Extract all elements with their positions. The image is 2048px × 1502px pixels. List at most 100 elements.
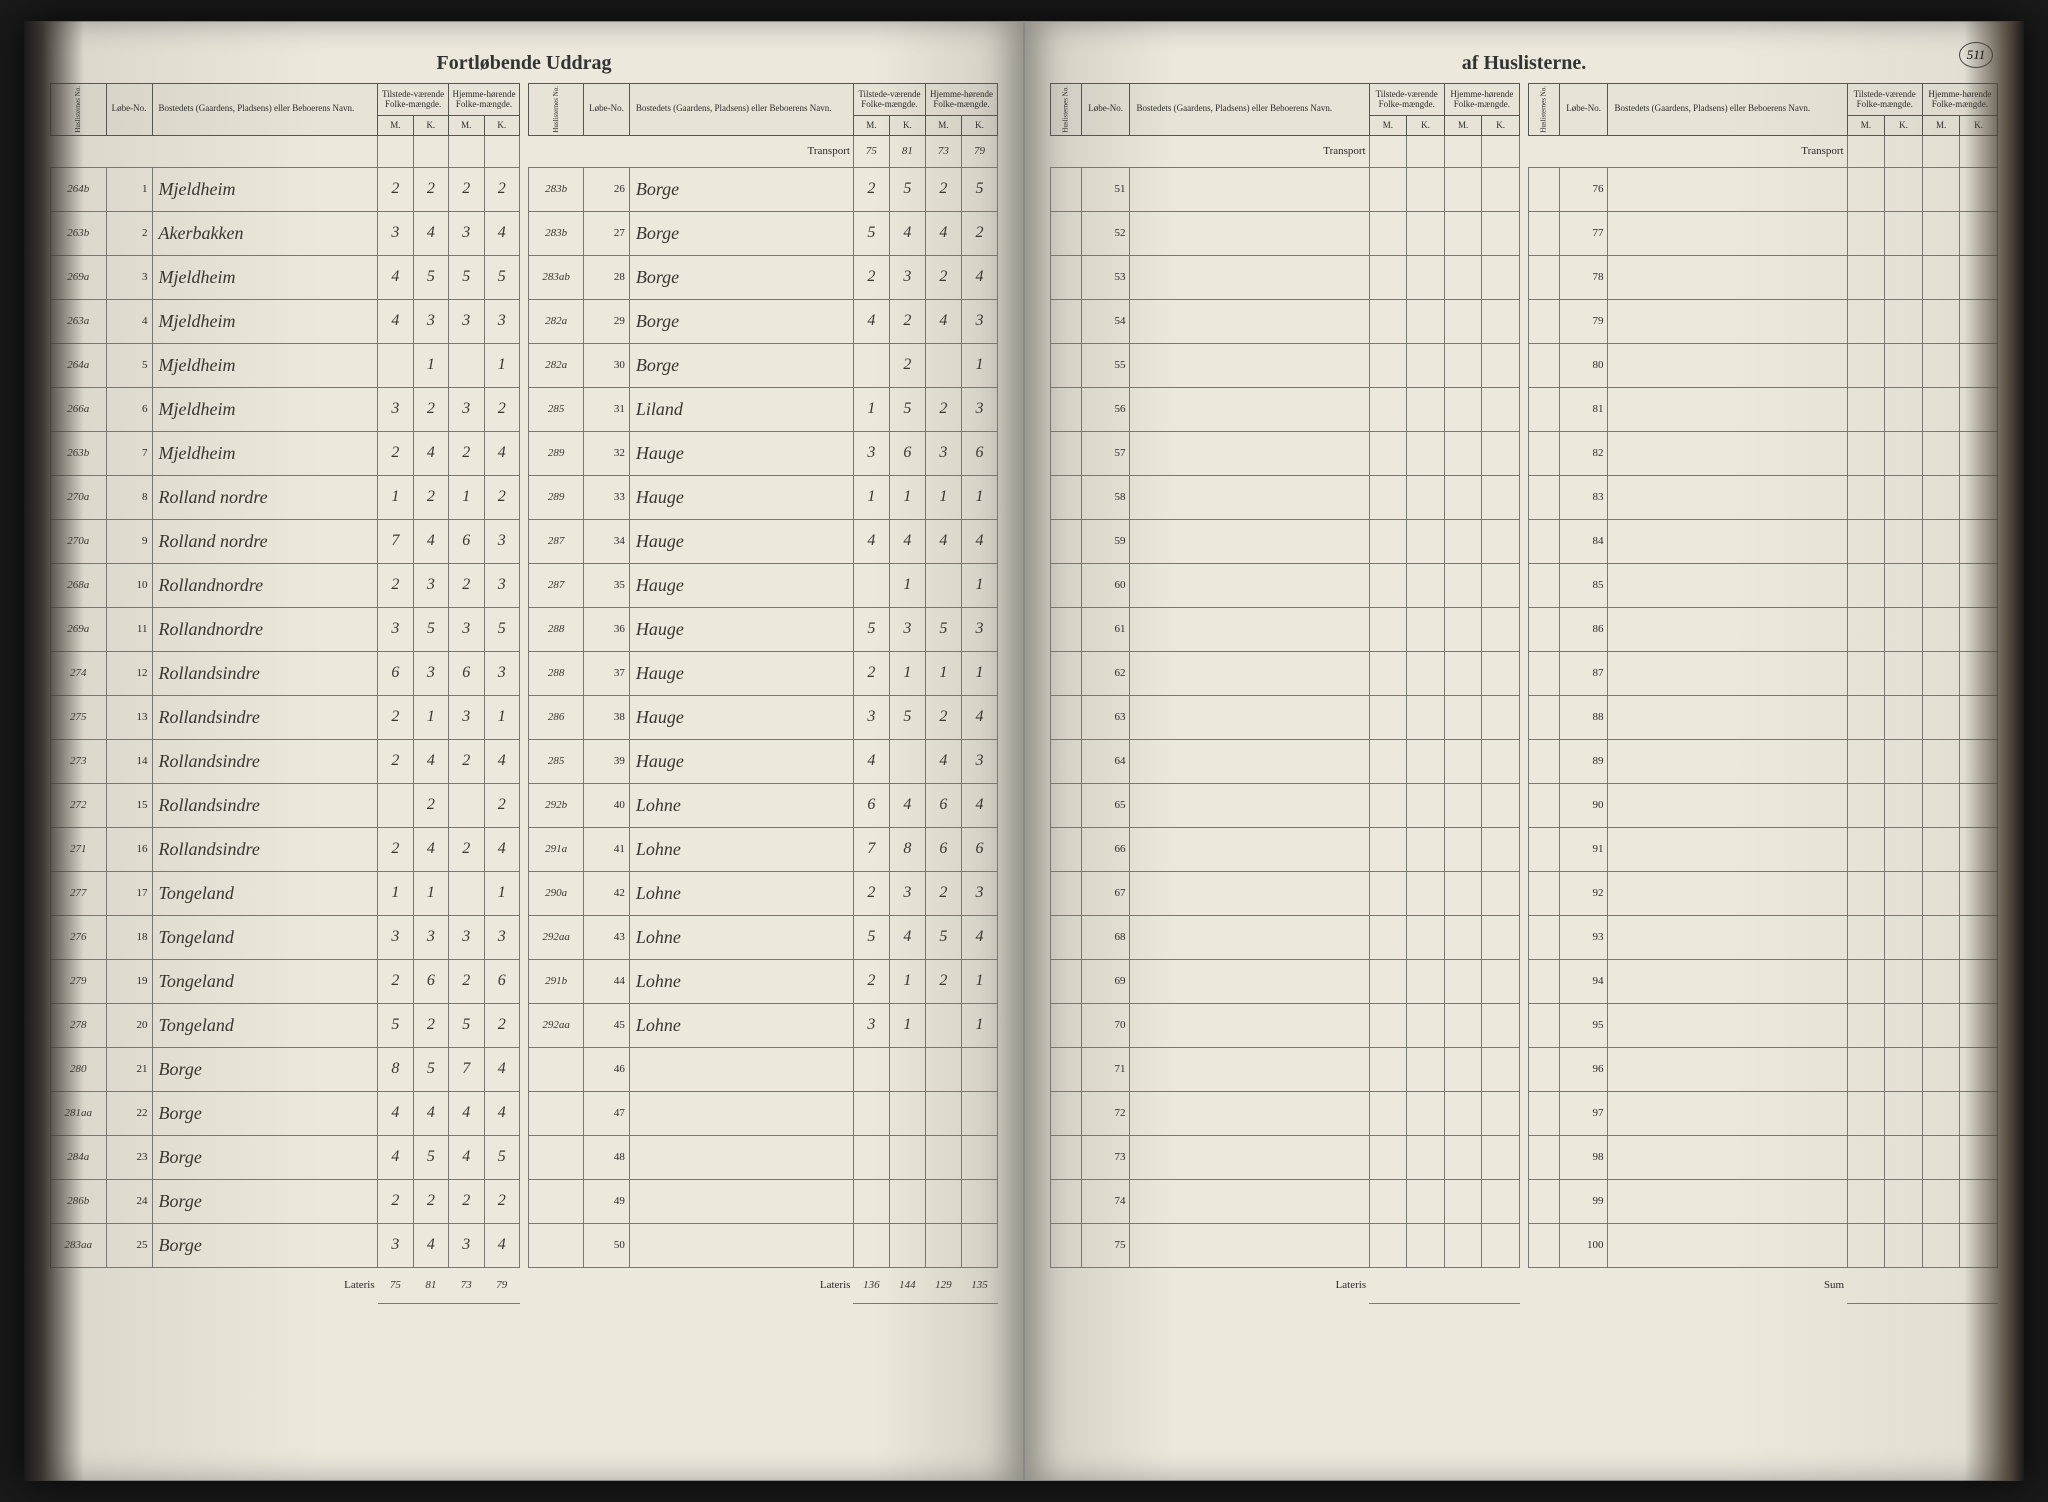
cell-m1: 6 [378,651,413,695]
cell-name [1130,871,1369,915]
cell-k2: 4 [961,519,997,563]
transport-row: Transport [1051,135,1520,167]
cell-m1 [1847,431,1885,475]
cell-m1: 3 [378,1223,413,1267]
transport-val: 75 [853,135,889,167]
cell-k2: 4 [484,1223,520,1267]
cell-hus [529,1179,584,1223]
cell-lobe: 39 [584,739,630,783]
cell-m2 [1444,1003,1482,1047]
ledger-row: 66 [1051,827,1520,871]
cell-hus: 287 [529,563,584,607]
cell-k1 [1885,563,1923,607]
cell-k2: 1 [484,695,520,739]
cell-lobe: 73 [1081,1135,1130,1179]
lateris-label: Lateris [1130,1267,1369,1303]
cell-k1 [1407,343,1445,387]
ledger-row: 63 [1051,695,1520,739]
cell-lobe: 42 [584,871,630,915]
cell-name: Tongeland [152,959,378,1003]
ledger-row: 93 [1529,915,1998,959]
ledger-row: 80 [1529,343,1998,387]
cell-m2: 4 [449,1091,484,1135]
cell-lobe: 85 [1559,563,1608,607]
ledger-row: 280 21 Borge 8 5 7 4 [51,1047,520,1091]
hdr-k: K. [961,116,997,135]
cell-m2 [1444,783,1482,827]
cell-name [1130,563,1369,607]
cell-hus [1051,739,1082,783]
ledger-row: 82 [1529,431,1998,475]
ledger-row: 272 15 Rollandsindre 2 2 [51,783,520,827]
cell-k1 [1885,1091,1923,1135]
cell-k1 [1407,1091,1445,1135]
cell-hus [1529,475,1560,519]
cell-m2 [1922,915,1960,959]
cell-lobe: 38 [584,695,630,739]
cell-m1: 2 [853,959,889,1003]
cell-k1 [1885,959,1923,1003]
cell-lobe: 77 [1559,211,1608,255]
cell-m2 [925,343,961,387]
cell-name [1130,1003,1369,1047]
cell-name: Hauge [629,563,853,607]
ledger-row: 291a 41 Lohne 7 8 6 6 [529,827,998,871]
cell-hus [1051,431,1082,475]
cell-m2 [1922,827,1960,871]
cell-m1: 2 [378,695,413,739]
cell-m1: 5 [853,915,889,959]
cell-hus [1529,1003,1560,1047]
cell-m2 [1444,1179,1482,1223]
cell-m1 [1847,519,1885,563]
cell-k1: 2 [413,475,448,519]
cell-m1: 2 [853,255,889,299]
ledger-row: 56 [1051,387,1520,431]
cell-name [1130,959,1369,1003]
cell-m2 [925,1223,961,1267]
cell-lobe: 26 [584,167,630,211]
cell-m1: 1 [378,871,413,915]
cell-k2: 1 [961,651,997,695]
cell-m1: 6 [853,783,889,827]
cell-m1 [1369,871,1407,915]
cell-k1 [1885,651,1923,695]
cell-m2 [1444,695,1482,739]
cell-m1 [1847,651,1885,695]
cell-name [1130,475,1369,519]
cell-m1 [1847,1223,1885,1267]
cell-name [1608,1047,1847,1091]
cell-m2 [449,783,484,827]
cell-k2 [1482,211,1520,255]
cell-name: Mjeldheim [152,299,378,343]
cell-k2 [1482,1047,1520,1091]
ledger-row: 69 [1051,959,1520,1003]
cell-name: Rollandnordre [152,563,378,607]
cell-m2: 4 [925,739,961,783]
cell-k2: 1 [484,871,520,915]
cell-k1 [1407,915,1445,959]
cell-lobe: 11 [106,607,152,651]
cell-k1 [1885,519,1923,563]
cell-name [1608,475,1847,519]
cell-m1: 3 [853,1003,889,1047]
ledger-row: 97 [1529,1091,1998,1135]
cell-lobe: 74 [1081,1179,1130,1223]
cell-k2: 1 [961,343,997,387]
cell-hus [1529,1223,1560,1267]
cell-m2 [1922,519,1960,563]
cell-k1: 4 [413,739,448,783]
cell-name: Hauge [629,475,853,519]
ledger-row: 74 [1051,1179,1520,1223]
cell-m1: 3 [853,695,889,739]
cell-name [1608,1223,1847,1267]
cell-hus [1051,1223,1082,1267]
cell-lobe: 14 [106,739,152,783]
cell-lobe: 9 [106,519,152,563]
ledger-row: 286 38 Hauge 3 5 2 4 [529,695,998,739]
cell-k2: 4 [961,783,997,827]
ledger-row: 283aa 25 Borge 3 4 3 4 [51,1223,520,1267]
ledger-row: 283b 27 Borge 5 4 4 2 [529,211,998,255]
ledger-row: 87 [1529,651,1998,695]
cell-lobe: 98 [1559,1135,1608,1179]
cell-k1 [1885,255,1923,299]
